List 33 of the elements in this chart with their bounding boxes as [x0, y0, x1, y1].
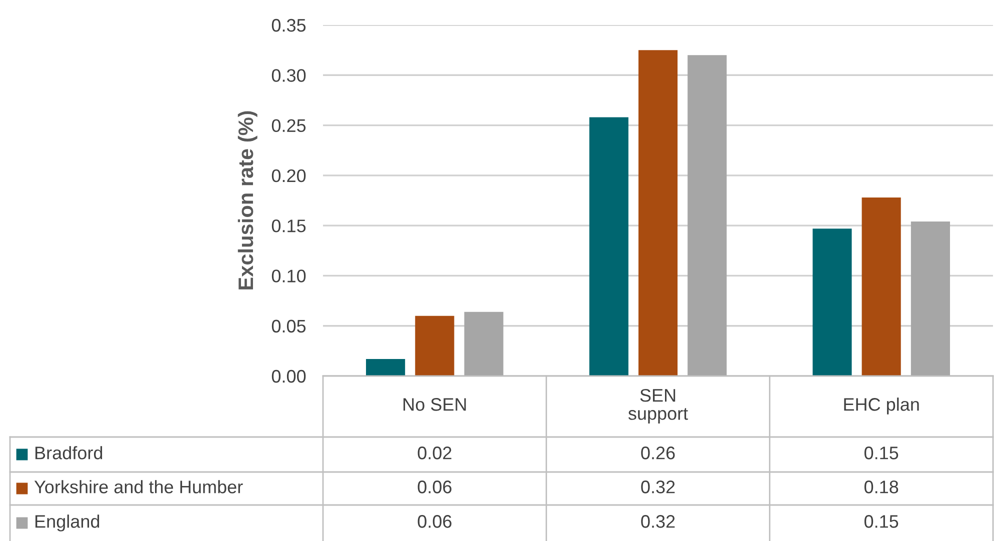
legend-label: England	[35, 514, 100, 532]
bar	[638, 50, 678, 376]
y-tick-label: 0.20	[272, 169, 306, 182]
x-tick-label: No SEN	[404, 398, 466, 411]
bar	[464, 312, 504, 376]
data-label: 0.15	[864, 446, 898, 460]
data-label: 0.18	[864, 480, 898, 494]
data-label: 0.26	[641, 446, 675, 460]
data-label: 0.06	[418, 480, 452, 494]
bar	[688, 55, 727, 376]
data-label: 0.32	[641, 480, 675, 494]
bar	[366, 358, 406, 376]
y-tick-label: 0.00	[272, 370, 306, 383]
data-label: 0.06	[418, 515, 452, 528]
bar	[862, 197, 901, 376]
y-tick-label: 0.10	[272, 270, 306, 282]
legend-label: Bradford	[35, 446, 102, 460]
bar	[812, 228, 852, 376]
data-label: 0.02	[418, 446, 452, 460]
y-tick-label: 0.05	[272, 320, 306, 333]
data-label: 0.32	[641, 515, 675, 528]
y-axis-title: Exclusion rate (%)	[238, 111, 258, 290]
y-tick-label: 0.25	[272, 119, 306, 132]
legend-label: Yorkshire and the Humber	[34, 480, 243, 494]
bar	[415, 316, 454, 376]
bar	[910, 222, 950, 376]
x-tick-label: SEN support	[628, 388, 688, 424]
y-tick-label: 0.15	[272, 220, 306, 232]
y-tick-label: 0.35	[272, 18, 306, 32]
x-tick-label: EHC plan	[844, 398, 919, 414]
bar	[589, 117, 628, 376]
data-label: 0.15	[864, 515, 898, 528]
y-tick-label: 0.30	[272, 69, 306, 82]
